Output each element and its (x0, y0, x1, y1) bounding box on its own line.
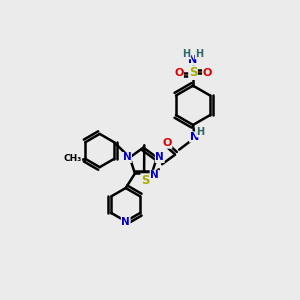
Text: H: H (196, 127, 205, 137)
Text: N: N (190, 132, 199, 142)
Text: H: H (182, 49, 190, 59)
Text: S: S (189, 67, 197, 80)
Text: H: H (195, 49, 204, 59)
Text: O: O (174, 68, 183, 78)
Text: O: O (163, 138, 172, 148)
Text: O: O (203, 68, 212, 78)
Text: N: N (121, 218, 130, 227)
Text: N: N (123, 152, 131, 163)
Text: N: N (150, 170, 159, 180)
Text: S: S (141, 174, 149, 187)
Text: N: N (188, 55, 198, 65)
Text: N: N (155, 152, 164, 163)
Text: CH₃: CH₃ (64, 154, 82, 164)
